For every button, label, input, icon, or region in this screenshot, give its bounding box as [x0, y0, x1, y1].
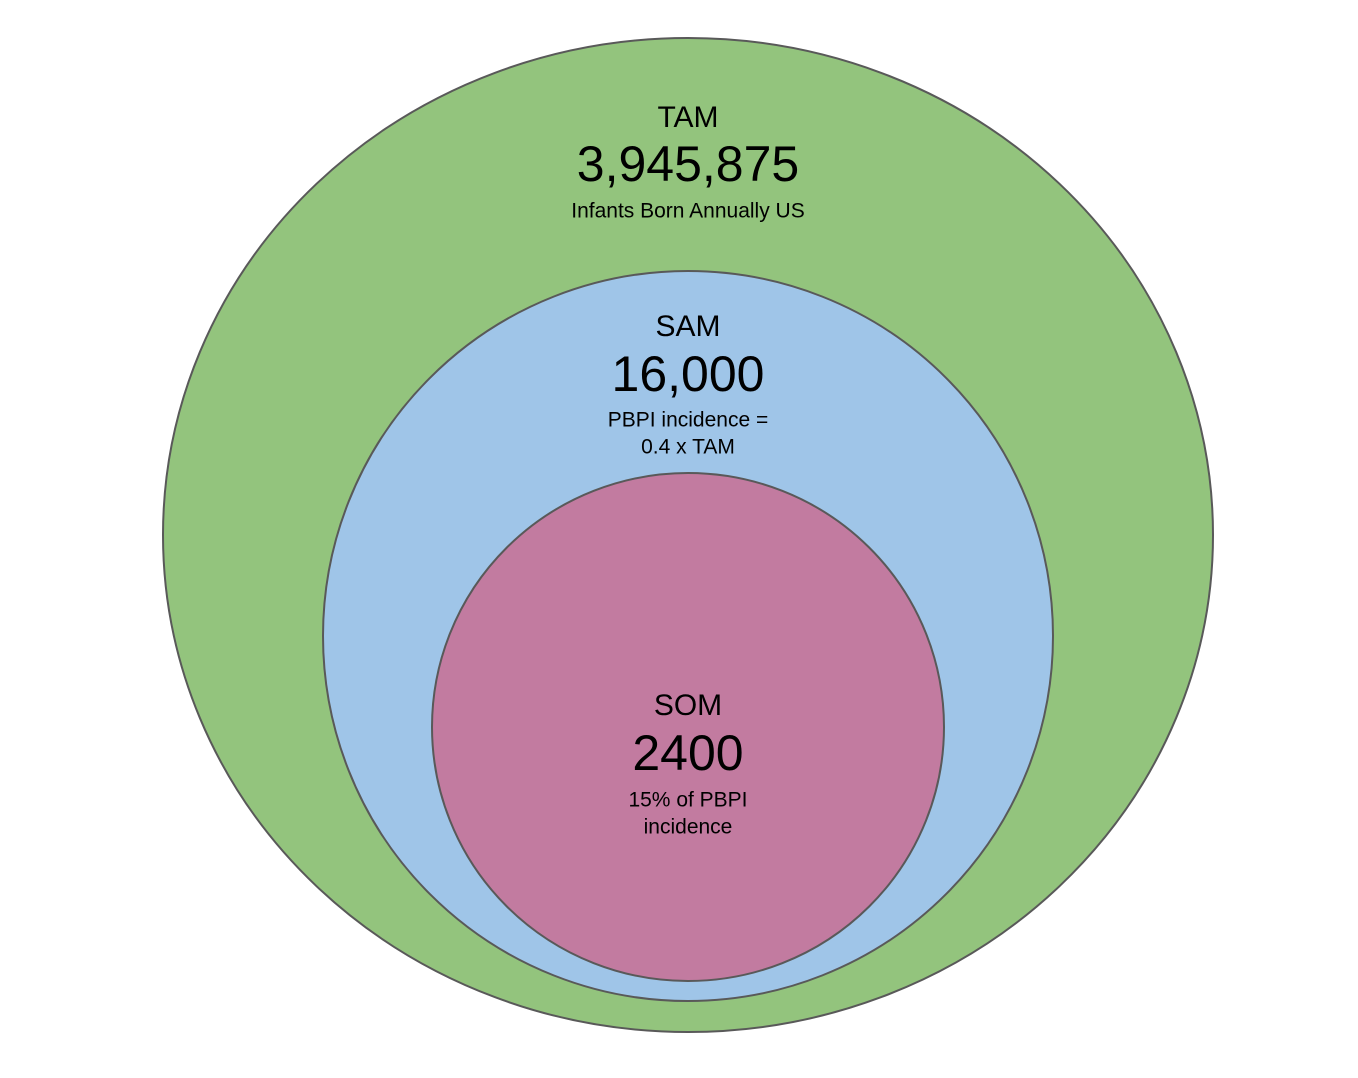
sam-description: 0.4 x TAM — [641, 436, 735, 459]
som-description: incidence — [644, 816, 733, 839]
som-circle — [431, 472, 945, 982]
tam-label: TAM — [657, 101, 718, 134]
tam-description: Infants Born Annually US — [571, 200, 804, 223]
sam-label: SAM — [655, 310, 720, 343]
sam-value: 16,000 — [612, 346, 765, 402]
sam-description: PBPI incidence = — [608, 409, 769, 432]
som-value: 2400 — [632, 725, 743, 781]
som-description: 15% of PBPI — [628, 789, 747, 812]
som-label: SOM — [654, 689, 722, 722]
tam-value: 3,945,875 — [577, 136, 799, 192]
